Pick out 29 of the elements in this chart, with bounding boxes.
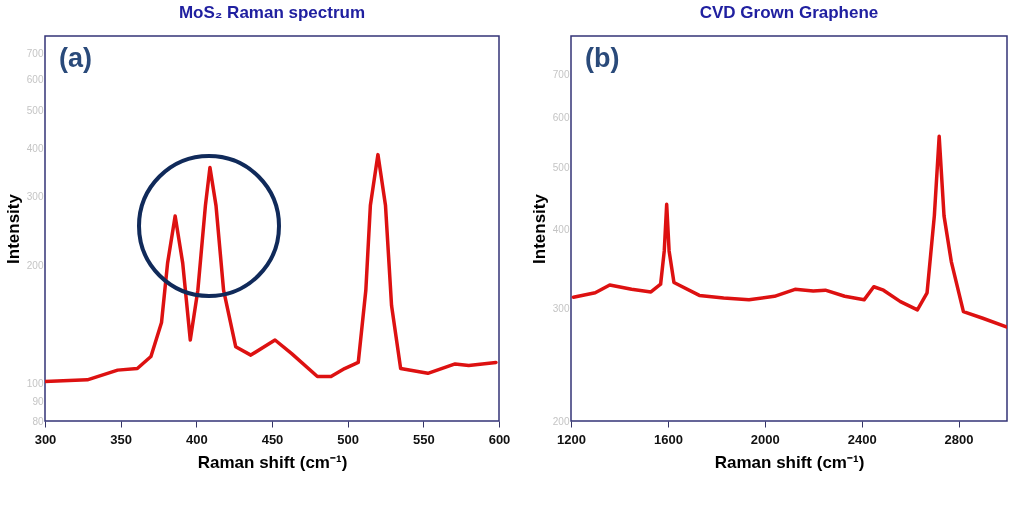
x-tick-label: 400 (185, 431, 208, 447)
y-axis-title: Intensity (3, 193, 23, 264)
x-tick-label: 2800 (944, 431, 974, 447)
y-axis-title: Intensity (529, 193, 549, 264)
y-tick-label: 400 (552, 223, 570, 235)
x-tick-label: 1200 (557, 431, 586, 447)
y-tick-label: 80 (32, 415, 44, 427)
x-tick-label: 350 (110, 431, 133, 447)
y-tick-label: 300 (552, 303, 570, 315)
x-tick-label: 2000 (750, 431, 780, 447)
annotation: (a) (59, 43, 92, 73)
x-tick-label: 450 (261, 431, 284, 447)
x-axis-title: Raman shift (cm⁻¹) (714, 452, 865, 472)
line-series (45, 152, 498, 384)
chart-title: MoS₂ Raman spectrum (178, 3, 366, 22)
y-tick-label: 400 (26, 142, 44, 154)
x-axis-title: Raman shift (cm⁻¹) (197, 452, 348, 472)
x-tick-label: 500 (337, 431, 360, 447)
y-tick-label: 500 (26, 104, 44, 116)
line-series (571, 134, 1007, 329)
y-tick-label: 300 (26, 191, 44, 203)
y-tick-label: 100 (26, 377, 44, 389)
annotation: (b) (585, 43, 620, 73)
x-tick-label: 1600 (653, 431, 683, 447)
x-tick-label: 2400 (847, 431, 877, 447)
chart-title: CVD Grown Graphene (699, 3, 879, 22)
x-tick-label: 600 (488, 431, 511, 447)
y-tick-label: 500 (552, 162, 570, 174)
x-tick-label: 550 (412, 431, 435, 447)
